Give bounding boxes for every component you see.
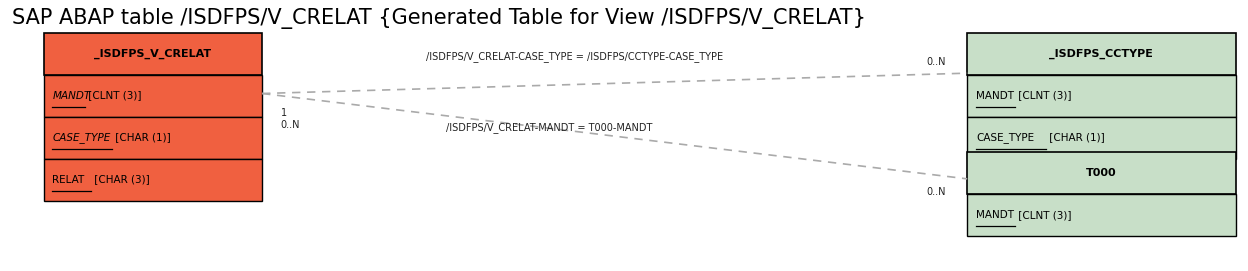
Text: 1
0..N: 1 0..N [281, 108, 301, 130]
Text: 0..N: 0..N [926, 188, 946, 197]
Text: [CLNT (3)]: [CLNT (3)] [85, 91, 142, 101]
FancyBboxPatch shape [44, 75, 262, 117]
FancyBboxPatch shape [44, 117, 262, 159]
Text: _ISDFPS_CCTYPE: _ISDFPS_CCTYPE [1050, 49, 1153, 59]
Text: [CLNT (3)]: [CLNT (3)] [1015, 91, 1071, 101]
FancyBboxPatch shape [967, 75, 1236, 117]
Text: [CHAR (3)]: [CHAR (3)] [91, 175, 150, 185]
Text: CASE_TYPE: CASE_TYPE [976, 132, 1035, 143]
Text: _ISDFPS_V_CRELAT: _ISDFPS_V_CRELAT [95, 49, 211, 59]
Text: MANDT: MANDT [52, 91, 91, 101]
Text: RELAT: RELAT [52, 175, 85, 185]
Text: T000: T000 [1086, 168, 1117, 178]
Text: [CHAR (1)]: [CHAR (1)] [1046, 133, 1104, 143]
Text: /ISDFPS/V_CRELAT-CASE_TYPE = /ISDFPS/CCTYPE-CASE_TYPE: /ISDFPS/V_CRELAT-CASE_TYPE = /ISDFPS/CCT… [426, 51, 723, 62]
Text: SAP ABAP table /ISDFPS/V_CRELAT {Generated Table for View /ISDFPS/V_CRELAT}: SAP ABAP table /ISDFPS/V_CRELAT {Generat… [12, 8, 866, 29]
FancyBboxPatch shape [967, 33, 1236, 75]
Text: MANDT: MANDT [976, 91, 1013, 101]
Text: /ISDFPS/V_CRELAT-MANDT = T000-MANDT: /ISDFPS/V_CRELAT-MANDT = T000-MANDT [446, 122, 653, 133]
FancyBboxPatch shape [44, 33, 262, 75]
Text: [CHAR (1)]: [CHAR (1)] [111, 133, 171, 143]
FancyBboxPatch shape [967, 194, 1236, 236]
Text: 0..N: 0..N [926, 57, 946, 67]
Text: MANDT: MANDT [976, 210, 1013, 220]
FancyBboxPatch shape [44, 159, 262, 201]
Text: CASE_TYPE: CASE_TYPE [52, 132, 111, 143]
Text: [CLNT (3)]: [CLNT (3)] [1015, 210, 1071, 220]
FancyBboxPatch shape [967, 152, 1236, 194]
FancyBboxPatch shape [967, 117, 1236, 159]
